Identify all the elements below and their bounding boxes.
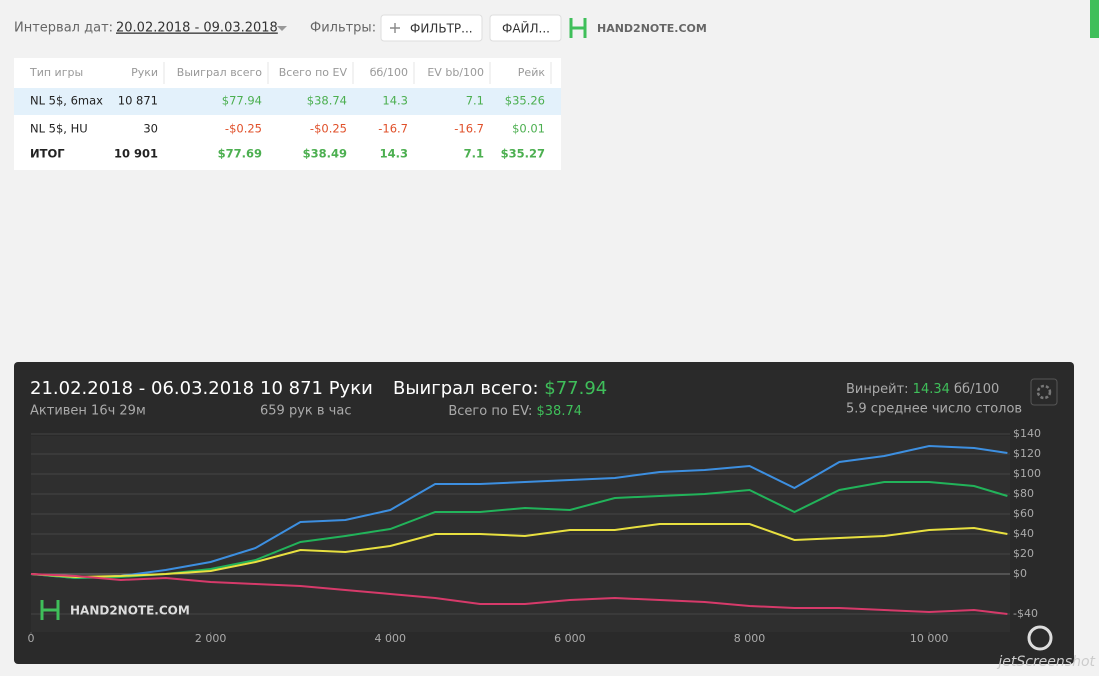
y-tick-label: -$40 <box>1013 607 1038 620</box>
period: 21.02.2018 - 06.03.2018 <box>30 378 254 399</box>
plus-icon <box>390 23 400 33</box>
table-cell: $35.26 <box>505 94 545 108</box>
settings-button[interactable] <box>1030 378 1058 406</box>
x-tick-label: 10 000 <box>910 632 949 645</box>
ev-value: $38.74 <box>537 404 583 419</box>
y-tick-label: $100 <box>1013 467 1041 480</box>
winrate-label: Винрейт: <box>846 382 909 397</box>
table-cell: $38.49 <box>303 147 347 161</box>
column-header: бб/100 <box>370 66 408 79</box>
table-cell: $35.27 <box>501 147 545 161</box>
table-cell: $0.01 <box>512 122 545 136</box>
table-cell: ИТОГ <box>30 147 65 161</box>
winrate-unit: бб/100 <box>954 382 999 397</box>
winrate-value: 14.34 <box>913 382 950 397</box>
chart-logo: HAND2NOTE.COM <box>70 604 190 618</box>
won-label: Выиграл всего: <box>393 378 539 399</box>
y-tick-label: $120 <box>1013 447 1041 460</box>
won-summary: Выиграл всего: $77.94 <box>393 378 607 399</box>
y-tick-label: $40 <box>1013 527 1034 540</box>
table-cell: -$0.25 <box>310 122 347 136</box>
filter-button-label[interactable]: ФИЛЬТР... <box>410 22 473 36</box>
table-cell: -$0.25 <box>225 122 262 136</box>
table-cell: NL 5$, 6max <box>30 94 103 108</box>
logo-icon <box>569 18 587 38</box>
table-cell: $77.69 <box>218 147 262 161</box>
column-header: Руки <box>131 66 158 79</box>
table-cell: 14.3 <box>382 94 408 108</box>
table-cell: 14.3 <box>380 147 408 161</box>
settings-icon[interactable] <box>1036 384 1052 400</box>
date-range[interactable]: 20.02.2018 - 09.03.2018 <box>116 21 278 36</box>
column-header: Тип игры <box>29 66 83 79</box>
column-header: Рейк <box>518 66 546 79</box>
y-tick-label: $0 <box>1013 567 1027 580</box>
table-cell: 7.1 <box>464 147 484 161</box>
table-cell: NL 5$, HU <box>30 122 88 136</box>
table-cell: -16.7 <box>378 122 408 136</box>
file-button[interactable] <box>489 14 562 42</box>
series-line <box>30 481 1008 580</box>
series-line <box>30 444 1008 580</box>
hands: 10 871 Руки <box>260 378 373 399</box>
dropdown-arrow[interactable] <box>277 26 287 31</box>
column-header: Всего по EV <box>279 66 348 79</box>
x-tick-label: 8 000 <box>734 632 766 645</box>
x-tick-label: 4 000 <box>375 632 407 645</box>
table-cell: 7.1 <box>466 94 484 108</box>
chart-logo-icon <box>40 600 60 620</box>
table-cell: $77.94 <box>222 94 262 108</box>
won-value: $77.94 <box>544 378 607 399</box>
y-tick-label: $140 <box>1013 427 1041 440</box>
filters-label: Фильтры: <box>310 21 376 36</box>
y-tick-label: $80 <box>1013 487 1034 500</box>
x-tick-label: 6 000 <box>554 632 586 645</box>
filter-button[interactable] <box>380 14 483 42</box>
series-line <box>30 573 1008 615</box>
x-tick-label: 2 000 <box>195 632 227 645</box>
winrate: Винрейт: 14.34 бб/100 <box>846 382 999 397</box>
table-cell: -16.7 <box>454 122 484 136</box>
series-line <box>30 523 1008 579</box>
watermark-icon <box>1027 625 1053 651</box>
date-label: Интервал дат: <box>14 21 113 36</box>
column-header: EV bb/100 <box>427 66 484 79</box>
x-tick-label: 0 <box>28 632 35 645</box>
selected-row[interactable] <box>14 88 561 115</box>
watermark: jetScreenshot <box>996 654 1095 670</box>
table-cell: $38.74 <box>307 94 347 108</box>
hands-per-hour: 659 рук в час <box>260 404 351 419</box>
active-time: Активен 16ч 29м <box>30 404 146 419</box>
table-cell: 10 871 <box>118 94 158 108</box>
table-cell: 30 <box>143 122 158 136</box>
avg-tables: 5.9 среднее число столов <box>846 402 1022 417</box>
y-tick-label: $60 <box>1013 507 1034 520</box>
ev-summary: Всего по EV: $38.74 <box>448 404 582 419</box>
side-tab[interactable] <box>1090 0 1099 38</box>
logo-text: HAND2NOTE.COM <box>597 22 707 35</box>
y-tick-label: $20 <box>1013 547 1034 560</box>
column-header: Выиграл всего <box>177 66 262 79</box>
ev-label: Всего по EV: <box>448 404 532 419</box>
file-button-label[interactable]: ФАЙЛ... <box>502 21 550 36</box>
table-cell: 10 901 <box>114 147 158 161</box>
